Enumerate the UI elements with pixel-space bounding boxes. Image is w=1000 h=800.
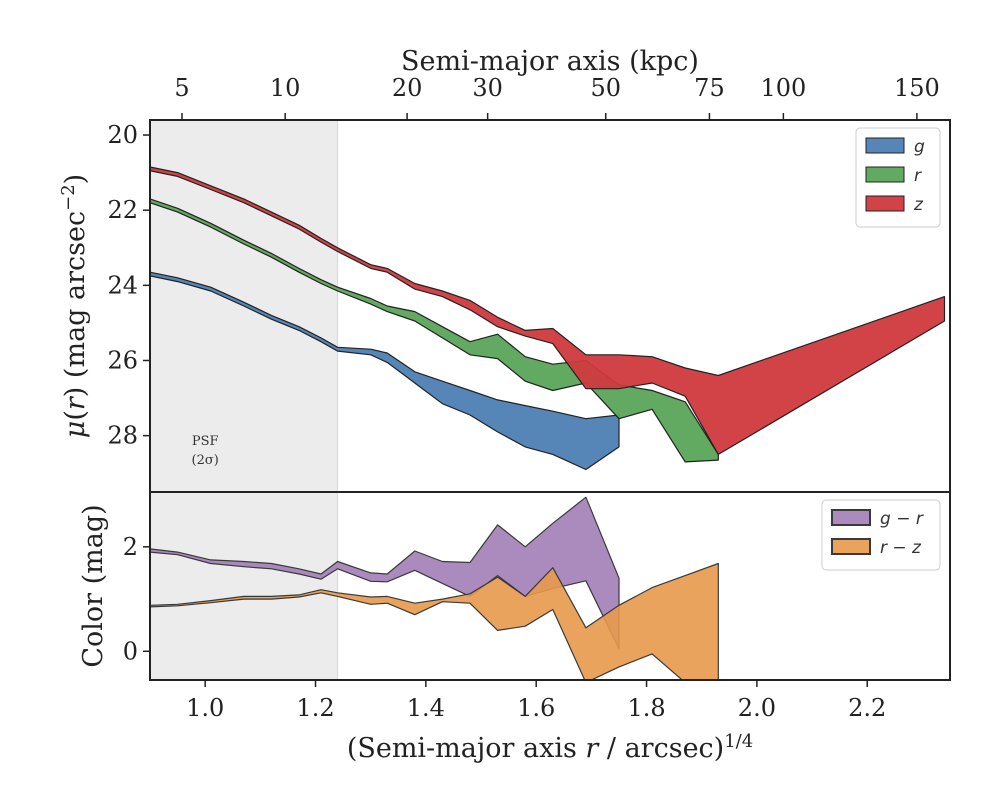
top-y-tick-label: 20 xyxy=(107,121,138,149)
legend-swatch-g-r xyxy=(831,509,871,526)
top-x-tick-label: 50 xyxy=(590,74,621,102)
color-bands xyxy=(150,496,719,680)
bottom-x-tick-label: 1.2 xyxy=(296,694,334,722)
legend-label-z: z xyxy=(913,195,924,215)
bottom-y-axis-title: Color (mag) xyxy=(78,504,109,667)
legend-swatch-z xyxy=(865,195,905,212)
legend-label-g: g xyxy=(914,137,925,157)
top-x-tick-label: 100 xyxy=(760,74,806,102)
top-y-axis-title: μ(r) (mag arcsec−2) xyxy=(58,174,92,438)
top-y-tick-label: 22 xyxy=(107,196,138,224)
legend-label-r: r xyxy=(914,166,922,186)
bottom-y-tick-label: 2 xyxy=(123,533,138,561)
band-r-z xyxy=(150,562,719,680)
top-x-tick-label: 5 xyxy=(174,74,189,102)
psf-shaded-region-bottom xyxy=(150,492,338,680)
bottom-legend: g − r r − z xyxy=(821,499,941,571)
bottom-x-tick-label: 1.6 xyxy=(517,694,555,722)
top-x-tick-label: 75 xyxy=(694,74,725,102)
top-y-tick-label: 26 xyxy=(107,346,138,374)
band-r xyxy=(150,198,719,463)
bottom-y-tick-label: 0 xyxy=(123,637,138,665)
top-x-tick-label: 20 xyxy=(392,74,423,102)
bottom-x-tick-label: 1.8 xyxy=(627,694,665,722)
top-x-axis-title: Semi-major axis (kpc) xyxy=(401,46,699,77)
top-x-tick-label: 150 xyxy=(894,74,940,102)
legend-swatch-r-z xyxy=(831,538,871,555)
legend-label-g-r: g − r xyxy=(880,509,924,529)
legend-swatch-r xyxy=(865,166,905,183)
bottom-x-tick-label: 1.4 xyxy=(407,694,445,722)
top-y-tick-label: 28 xyxy=(107,422,138,450)
legend-swatch-g xyxy=(865,137,905,154)
top-legend: grz xyxy=(855,127,941,228)
top-x-tick-label: 10 xyxy=(270,74,301,102)
psf-annotation-sigma: (2σ) xyxy=(192,453,219,468)
bottom-x-tick-label: 2.0 xyxy=(738,694,776,722)
band-g xyxy=(150,271,620,471)
axis-ticks: 5 10 20 30 50 75 100 150 20 22 24 26 28 0 2 1.0 1.2 1.4 1.… xyxy=(107,74,939,722)
surface-brightness-bands xyxy=(150,166,946,471)
bottom-x-axis-title: (Semi-major axis r / arcsec)1/4 xyxy=(347,731,753,765)
bottom-x-tick-label: 1.0 xyxy=(186,694,224,722)
legend-label-r-z: r − z xyxy=(880,538,922,558)
bottom-x-tick-label: 2.2 xyxy=(848,694,886,722)
psf-annotation-label: PSF xyxy=(192,434,219,449)
band-z xyxy=(150,166,946,455)
bottom-panel-frame xyxy=(149,491,951,681)
top-x-tick-label: 30 xyxy=(472,74,503,102)
top-y-tick-label: 24 xyxy=(107,271,138,299)
